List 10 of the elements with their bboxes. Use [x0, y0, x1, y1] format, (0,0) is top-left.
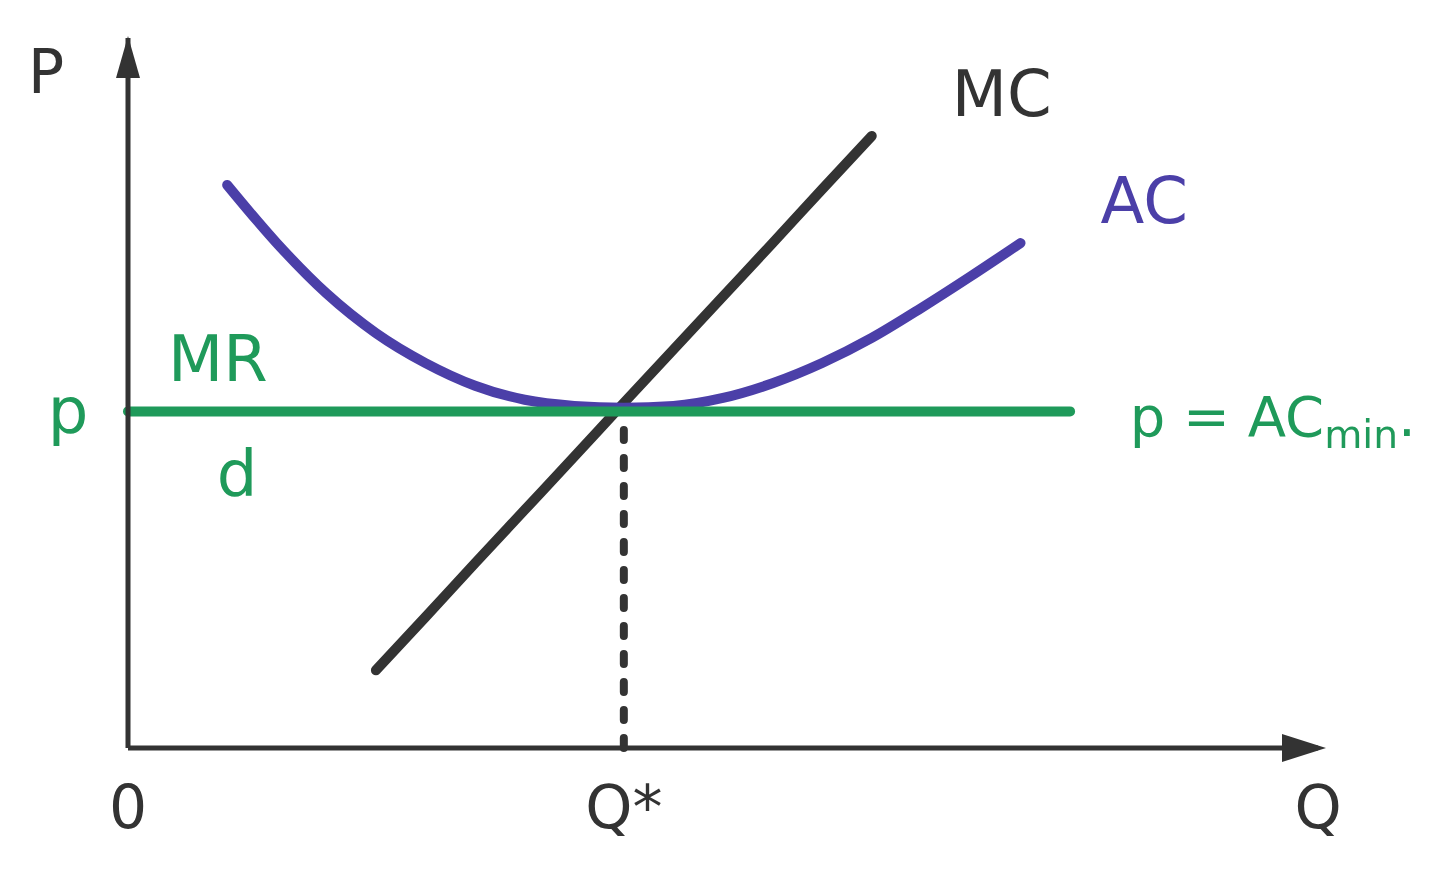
series-label: MC — [951, 57, 1052, 131]
x-tick-label: Q* — [585, 772, 663, 842]
y-axis-title: P — [28, 37, 65, 107]
annotation: d — [216, 437, 258, 512]
annotation: p = AC$_{min}$. — [1129, 384, 1416, 458]
x-tick-label: Q — [1294, 772, 1342, 842]
series-label: AC — [1100, 164, 1188, 239]
text: p — [47, 374, 89, 449]
x-tick-label: 0 — [108, 772, 148, 842]
series-label: MR — [168, 322, 268, 397]
